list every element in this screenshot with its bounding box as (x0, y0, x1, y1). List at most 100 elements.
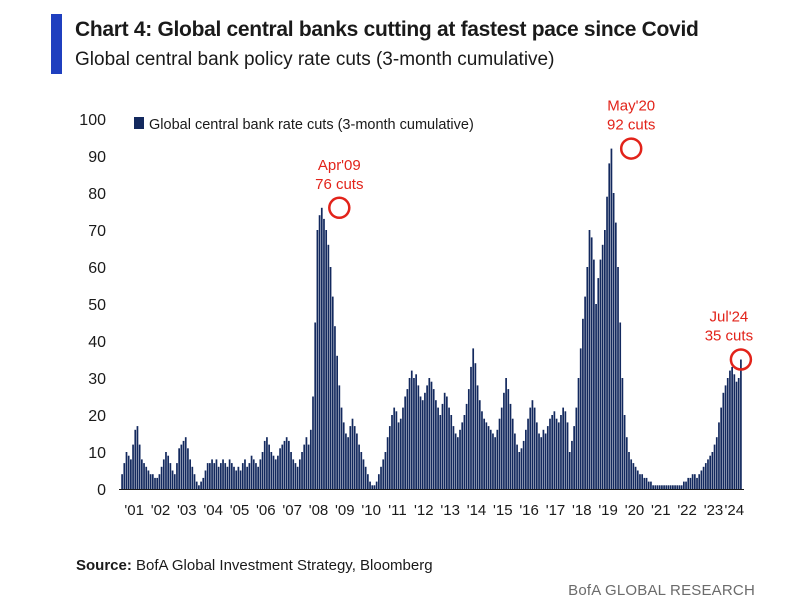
bar-series (121, 148, 742, 490)
bar (724, 385, 727, 489)
bar (472, 348, 475, 489)
bar (380, 466, 382, 489)
bar (329, 267, 332, 489)
annotation-date-label: Jul'24 (710, 309, 749, 326)
bar (169, 463, 172, 489)
bar (178, 448, 180, 489)
bar (204, 470, 207, 489)
bar (435, 400, 437, 489)
bar (722, 392, 725, 489)
bar (391, 415, 393, 489)
bar (557, 422, 560, 489)
x-tick-label: '16 (519, 502, 539, 519)
bar (404, 396, 407, 489)
bar (520, 448, 523, 489)
x-tick-label: '11 (388, 502, 406, 519)
bar (351, 418, 354, 489)
x-tick-label: '13 (440, 502, 460, 519)
bar (446, 396, 448, 489)
bar (296, 466, 299, 489)
bar (621, 378, 624, 489)
bar (590, 237, 593, 489)
bar (156, 477, 159, 489)
bar (375, 481, 378, 489)
bar (531, 400, 534, 489)
bar (630, 459, 633, 489)
bar (676, 485, 679, 489)
x-tick-label: '24 (725, 502, 745, 519)
bar (408, 378, 411, 489)
x-tick-label: '05 (230, 502, 250, 519)
bar (279, 448, 281, 489)
bar (470, 366, 472, 489)
x-tick-label: '10 (361, 502, 381, 519)
x-tick-label: '12 (414, 502, 434, 519)
bar (711, 452, 714, 489)
bar (415, 374, 417, 489)
bar (535, 422, 538, 489)
bar (123, 463, 126, 489)
bar (334, 326, 336, 489)
bar (176, 463, 178, 489)
bar (130, 459, 132, 489)
bar (568, 452, 571, 489)
bar (259, 459, 262, 489)
bar (217, 466, 220, 489)
bar (601, 244, 604, 489)
bar (658, 485, 661, 489)
bar (180, 444, 183, 489)
bar (634, 466, 637, 489)
bar (336, 355, 338, 489)
bar (693, 474, 696, 489)
bar (167, 455, 170, 489)
bar (533, 407, 536, 489)
bar (360, 452, 363, 489)
bar (448, 407, 450, 489)
bar (187, 448, 189, 489)
bar (612, 193, 615, 489)
bar (318, 215, 321, 489)
bar (663, 485, 665, 489)
bar (382, 459, 385, 489)
bar (680, 485, 683, 489)
bar (492, 433, 494, 489)
bar (595, 304, 597, 489)
annotation-circle (328, 196, 351, 220)
bar (509, 403, 512, 489)
bar (656, 485, 659, 489)
bar (222, 459, 224, 489)
bar (507, 389, 510, 489)
bar (496, 429, 499, 489)
bar (138, 444, 141, 489)
bar (489, 429, 492, 489)
title-accent-bar (51, 14, 62, 74)
bar (147, 470, 150, 489)
bar (623, 415, 626, 489)
bar (285, 437, 288, 489)
bar (540, 437, 543, 489)
bar (698, 474, 701, 489)
bar (397, 422, 400, 489)
legend-swatch (134, 117, 144, 129)
bar (121, 474, 123, 489)
y-tick-label: 30 (88, 371, 106, 388)
bar (625, 437, 628, 489)
bar (593, 259, 595, 489)
bar (325, 230, 328, 489)
bar (529, 407, 532, 489)
bar (553, 411, 556, 489)
bar (562, 407, 565, 489)
bar (713, 444, 716, 489)
bar (437, 407, 439, 489)
bar (386, 437, 389, 489)
bar (158, 474, 161, 489)
bar (149, 474, 152, 489)
legend: Global central bank rate cuts (3-month c… (134, 117, 474, 133)
bar (450, 415, 453, 489)
x-tick-label: '01 (124, 502, 144, 519)
bar (184, 437, 187, 489)
bar (419, 396, 422, 489)
bar (652, 485, 654, 489)
bar (443, 392, 446, 489)
